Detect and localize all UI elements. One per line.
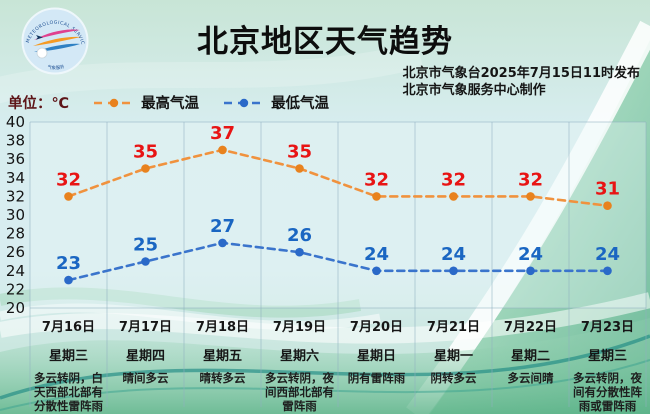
day-date: 7月19日 xyxy=(272,320,327,335)
day-forecast: 多云转阴，白天西部北部有分散性雷阵雨 xyxy=(34,371,103,414)
day-date: 7月21日 xyxy=(426,320,481,335)
issuer-line1: 北京市气象台2025年7月15日11时发布 xyxy=(402,66,640,81)
day-forecast: 阴转多云 xyxy=(430,371,477,385)
day-forecast: 多云转阴，夜间有分散性阵雨或雷阵雨 xyxy=(573,371,642,414)
day-weekday: 星期四 xyxy=(125,349,165,364)
day-date: 7月17日 xyxy=(118,320,173,335)
day-column: 7月19日星期六多云转阴，夜间西部北部有雷阵雨 xyxy=(261,312,338,413)
page-title: 北京地区天气趋势 xyxy=(197,24,453,60)
legend-label-min-temp: 最低气温 xyxy=(271,96,330,112)
beijing-meteorological-service-logo-icon: METEOROLOGICAL SERVICE 气象服务 xyxy=(20,6,89,75)
day-weekday: 星期一 xyxy=(433,349,473,364)
day-forecast: 阴有雷阵雨 xyxy=(347,371,406,385)
day-weekday: 星期三 xyxy=(587,349,627,364)
day-forecast: 多云转阴，夜间西部北部有雷阵雨 xyxy=(265,371,334,414)
day-forecast: 晴转多云 xyxy=(199,371,246,385)
day-weekday: 星期五 xyxy=(202,349,242,364)
day-column: 7月21日星期一阴转多云 xyxy=(415,312,492,413)
day-forecast: 多云间晴 xyxy=(507,371,554,385)
day-weekday: 星期三 xyxy=(48,349,88,364)
day-column: 7月18日星期五晴转多云 xyxy=(184,312,261,413)
day-weekday: 星期日 xyxy=(356,349,396,364)
day-date: 7月22日 xyxy=(503,320,558,335)
day-column: 7月22日星期二多云间晴 xyxy=(492,312,569,413)
day-table: 7月16日 星期三 多云转阴，白天西部北部有分散性雷阵雨 7月17日 星期四 晴间多云 7月… xyxy=(30,312,646,413)
legend-item-max-temp: 最高气温 xyxy=(93,92,199,113)
day-weekday: 星期六 xyxy=(279,349,319,364)
svg-text:气象服务: 气象服务 xyxy=(47,63,66,72)
blue-dashed-line-marker-icon xyxy=(224,98,265,107)
day-column: 7月20日星期日阴有雷阵雨 xyxy=(338,312,415,413)
day-date: 7月16日 xyxy=(41,320,96,335)
day-forecast: 晴间多云 xyxy=(122,371,169,385)
day-column: 7月17日星期四晴间多云 xyxy=(107,312,184,413)
day-date: 7月20日 xyxy=(349,320,404,335)
logo-arc-bottom-text: 气象服务 xyxy=(47,63,66,72)
day-column: 7月16日星期三多云转阴，白天西部北部有分散性雷阵雨 xyxy=(30,312,107,413)
unit-label: 单位：℃ xyxy=(8,96,70,112)
legend: 单位：℃ 最高气温 最低气温 xyxy=(8,92,353,113)
legend-item-min-temp: 最低气温 xyxy=(223,92,329,113)
legend-label-max-temp: 最高气温 xyxy=(141,96,200,112)
issuer-info: 北京市气象台2025年7月15日11时发布 北京市气象服务中心制作 xyxy=(403,66,640,100)
orange-dashed-line-marker-icon xyxy=(94,98,135,107)
day-column: 7月23日星期三多云转阴，夜间有分散性阵雨或雷阵雨 xyxy=(569,312,646,413)
issuer-line2: 北京市气象服务中心制作 xyxy=(402,82,546,98)
day-weekday: 星期二 xyxy=(510,349,550,364)
day-date: 7月23日 xyxy=(580,320,635,335)
day-date: 7月18日 xyxy=(195,320,250,335)
